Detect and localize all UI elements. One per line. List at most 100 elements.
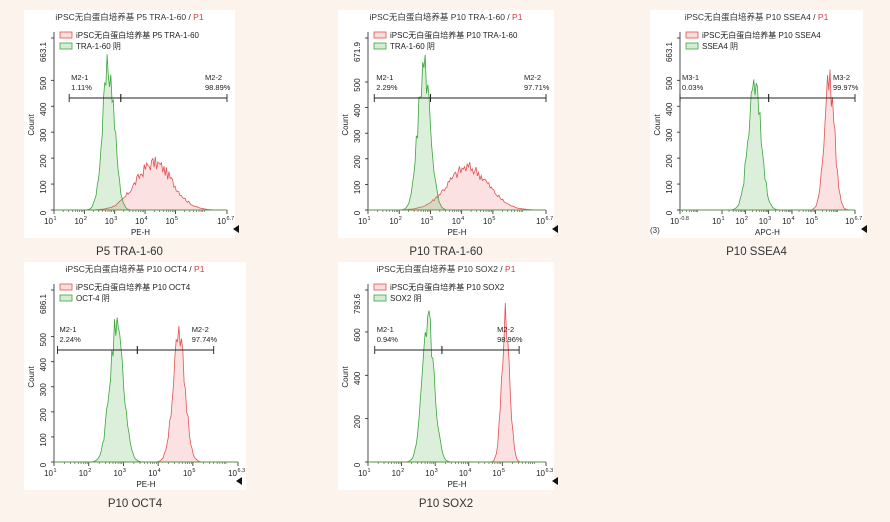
x-tick-label: 10 (358, 469, 367, 478)
chart-title-gate: P1 (818, 12, 829, 22)
y-tick-label: 100 (39, 433, 48, 447)
gate-name: M2-2 (497, 325, 514, 334)
legend-swatch (59, 283, 73, 291)
legend-entry: SOX2 阴 (390, 294, 422, 303)
histogram-series-0 (54, 326, 238, 463)
gate-percent: 97.74% (192, 335, 218, 344)
y-tick-label: 400 (353, 371, 362, 385)
x-tick-exponent: 5 (175, 216, 178, 222)
x-tick-label: 10 (148, 469, 157, 478)
y-axis-label: Count (341, 366, 350, 388)
y-tick-label: 300 (39, 383, 48, 397)
x-tick-exponent: 4 (468, 468, 471, 474)
chart-title: iPSC无白蛋白培养基 P10 OCT4 / P1 (66, 264, 205, 274)
y-axis-label: Count (341, 114, 350, 136)
histogram-series-0 (368, 162, 546, 211)
y-tick-label: 300 (39, 128, 48, 142)
y-tick-label: 0 (39, 210, 48, 215)
y-tick-label: 200 (39, 408, 48, 422)
x-tick-label: 10 (217, 217, 226, 226)
x-tick-label: 10 (421, 217, 430, 226)
x-tick-label: 10 (74, 217, 83, 226)
chart-title: iPSC无白蛋白培养基 P10 SOX2 / P1 (377, 264, 516, 274)
y-tick-label: 100 (665, 180, 674, 194)
x-tick-label: 10 (712, 217, 721, 226)
legend-swatch (59, 31, 73, 39)
x-tick-label: 10 (805, 217, 814, 226)
x-tick-exponent: 2 (84, 216, 87, 222)
gate-percent: 97.71% (524, 83, 550, 92)
y-axis-label: Count (27, 366, 36, 388)
histogram-chart: iPSC无白蛋白培养基 P10 SSEA4 / P1 0 100 200 300 400 5… (653, 12, 863, 237)
x-tick-label: 10 (483, 217, 492, 226)
x-tick-label: 10 (735, 217, 744, 226)
chart-title-main: iPSC无白蛋白培养基 P5 TRA-1-60 / (55, 12, 193, 22)
legend-swatch (373, 42, 387, 50)
x-tick-exponent: 5 (815, 216, 818, 222)
x-axis-label: PE-H (447, 228, 466, 237)
gate-name: M2-1 (59, 325, 76, 334)
histogram-series-1 (680, 79, 855, 211)
legend-entry: SSEA4 阴 (702, 42, 738, 51)
gate-percent: 0.03% (682, 83, 704, 92)
x-tick-exponent: 2 (88, 468, 91, 474)
scroll-arrow-icon[interactable] (861, 225, 867, 233)
gate-percent: 1.11% (71, 83, 92, 92)
histogram-series-1 (54, 54, 227, 211)
x-tick-exponent: 5 (492, 216, 495, 222)
x-axis-label: PE-H (136, 480, 155, 489)
x-tick-label: 10 (44, 217, 53, 226)
gate-name: M3-1 (682, 73, 699, 82)
gate-percent: 98.96% (497, 335, 523, 344)
x-axis-label: APC-H (755, 228, 780, 237)
legend-entry: iPSC无白蛋白培养基 P10 SSEA4 (702, 30, 821, 40)
histogram-series-1 (368, 310, 546, 463)
gate-percent: 2.24% (59, 335, 81, 344)
y-tick-label: 0 (665, 210, 674, 215)
x-tick-exponent: 6.3 (546, 468, 554, 474)
y-tick-label: 0 (39, 462, 48, 467)
legend-swatch (373, 294, 387, 302)
histogram-chart: iPSC无白蛋白培养基 P10 SOX2 / P1 0 200 400 600 793.6… (341, 264, 554, 489)
histogram-chart: iPSC无白蛋白培养基 P5 TRA-1-60 / P1 0 100 200 300 40… (27, 12, 234, 237)
figure-caption: P10 TRA-1-60 (409, 246, 483, 258)
x-tick-label: 10 (459, 469, 468, 478)
x-tick-exponent: 2 (401, 468, 404, 474)
chart-title: iPSC无白蛋白培养基 P10 TRA-1-60 / P1 (370, 12, 523, 22)
y-tick-label: 400 (39, 358, 48, 372)
y-tick-label: 686.1 (39, 293, 48, 314)
figure-caption: P10 OCT4 (107, 498, 163, 510)
histogram-chart: iPSC无白蛋白培养基 P10 TRA-1-60 / P1 0 100 200 300 4… (341, 12, 553, 237)
figure-caption: P10 SOX2 (418, 498, 474, 510)
panel-index-label: (3) (650, 226, 660, 235)
y-tick-label: 100 (39, 180, 48, 194)
y-tick-label: 793.6 (353, 293, 362, 314)
y-tick-label: 500 (353, 78, 362, 92)
scroll-arrow-icon[interactable] (552, 225, 558, 233)
gate-name: M2-1 (376, 73, 393, 82)
chart-title: iPSC无白蛋白培养基 P5 TRA-1-60 / P1 (55, 12, 203, 22)
gate-name: M2-2 (192, 325, 209, 334)
y-tick-label: 400 (665, 102, 674, 116)
x-tick-label: 10 (105, 217, 114, 226)
x-tick-exponent: 2 (745, 216, 748, 222)
gate-name: M2-2 (524, 73, 541, 82)
y-axis-label: Count (27, 114, 36, 136)
x-tick-label: 10 (44, 469, 53, 478)
x-tick-label: 10 (135, 217, 144, 226)
y-tick-label: 600 (353, 328, 362, 342)
figure-caption: P5 TRA-1-60 (96, 246, 163, 258)
chart-title-gate: P1 (193, 12, 204, 22)
scroll-arrow-icon[interactable] (552, 477, 558, 485)
x-tick-exponent: 6.3 (238, 468, 246, 474)
x-tick-exponent: 6.7 (855, 216, 863, 222)
scroll-arrow-icon[interactable] (233, 225, 239, 233)
x-tick-label: 10 (782, 217, 791, 226)
chart-title: iPSC无白蛋白培养基 P10 SSEA4 / P1 (685, 12, 829, 22)
y-tick-label: 500 (665, 76, 674, 90)
chart-title-main: iPSC无白蛋白培养基 P10 OCT4 / (66, 264, 194, 274)
x-tick-label: 10 (536, 217, 545, 226)
x-tick-exponent: 3 (430, 216, 433, 222)
scroll-arrow-icon[interactable] (236, 477, 242, 485)
x-tick-exponent: 2 (399, 216, 402, 222)
